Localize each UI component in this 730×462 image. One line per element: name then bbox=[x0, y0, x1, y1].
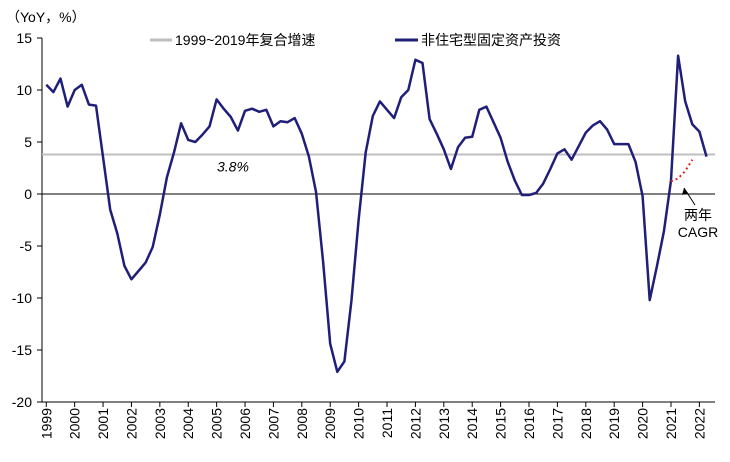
y-tick-label: -10 bbox=[12, 290, 32, 306]
x-tick-label: 2006 bbox=[237, 408, 253, 439]
x-tick-label: 2020 bbox=[635, 408, 651, 439]
x-tick-label: 2013 bbox=[436, 408, 452, 439]
x-tick-label: 2010 bbox=[351, 408, 367, 439]
reference-label: 3.8% bbox=[217, 158, 249, 174]
x-tick-label: 2015 bbox=[493, 408, 509, 439]
legend-label: 1999~2019年复合增速 bbox=[175, 32, 315, 48]
x-tick-label: 2012 bbox=[407, 408, 423, 439]
x-tick-label: 2002 bbox=[123, 408, 139, 439]
legend-label: 非住宅型固定资产投资 bbox=[421, 32, 561, 48]
x-tick-label: 2007 bbox=[265, 408, 281, 439]
y-tick-label: -20 bbox=[12, 394, 32, 410]
y-tick-label: 10 bbox=[16, 82, 32, 98]
y-tick-label: -15 bbox=[12, 342, 32, 358]
x-tick-label: 2009 bbox=[322, 408, 338, 439]
x-tick-label: 2003 bbox=[152, 408, 168, 439]
y-axis-label: （YoY，%） bbox=[6, 9, 86, 25]
x-tick-label: 2019 bbox=[606, 408, 622, 439]
y-tick-label: 0 bbox=[24, 186, 32, 202]
x-tick-label: 2011 bbox=[379, 408, 395, 438]
x-tick-label: 2021 bbox=[663, 408, 679, 439]
annotation: CAGR bbox=[678, 224, 718, 240]
cagr-line bbox=[670, 159, 694, 183]
y-tick-label: -5 bbox=[20, 238, 33, 254]
y-tick-label: 5 bbox=[24, 134, 32, 150]
x-tick-label: 2000 bbox=[67, 408, 83, 439]
annotation-arrowhead bbox=[682, 188, 688, 195]
x-tick-label: 2014 bbox=[464, 408, 480, 439]
annotation: 两年 bbox=[684, 207, 712, 223]
x-tick-label: 2004 bbox=[180, 408, 196, 439]
series-line bbox=[45, 54, 708, 374]
x-tick-label: 2016 bbox=[521, 408, 537, 439]
x-tick-label: 2001 bbox=[95, 408, 111, 439]
x-tick-label: 1999 bbox=[38, 408, 54, 439]
x-tick-label: 2017 bbox=[549, 408, 565, 439]
x-tick-label: 2008 bbox=[294, 408, 310, 439]
x-tick-label: 2022 bbox=[691, 408, 707, 439]
y-tick-label: 15 bbox=[16, 30, 32, 46]
x-tick-label: 2018 bbox=[578, 408, 594, 439]
x-tick-label: 2005 bbox=[209, 408, 225, 439]
